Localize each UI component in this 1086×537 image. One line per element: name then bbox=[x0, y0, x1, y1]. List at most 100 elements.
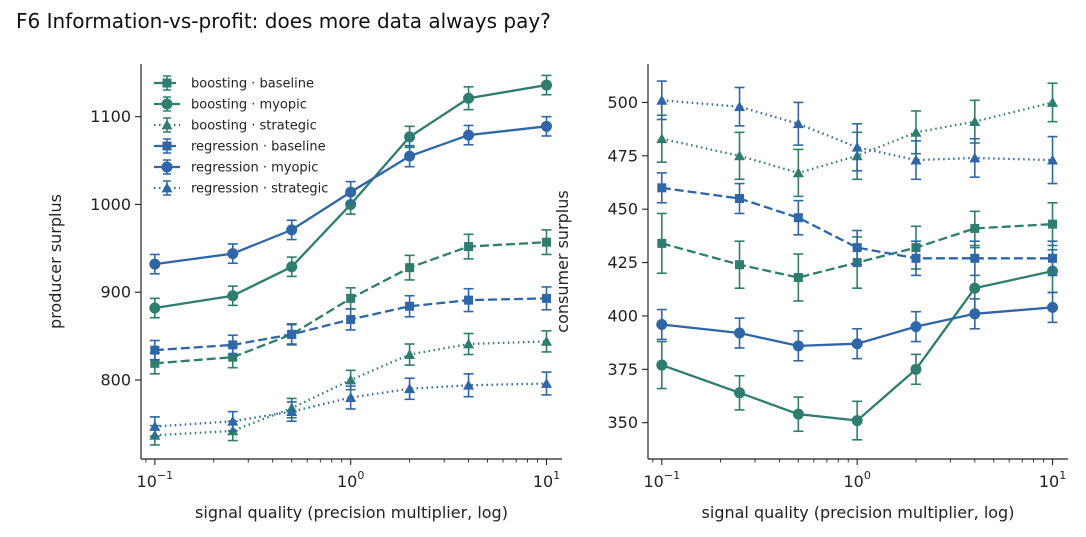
data-point bbox=[1048, 219, 1058, 229]
data-point bbox=[656, 133, 668, 144]
data-point bbox=[228, 352, 238, 362]
data-point bbox=[1047, 96, 1059, 107]
y-tick-label: 375 bbox=[607, 360, 638, 379]
data-point bbox=[463, 129, 475, 141]
y-tick-label: 1100 bbox=[90, 107, 131, 126]
x-tick-label: 100 bbox=[843, 469, 870, 491]
data-point bbox=[910, 154, 922, 165]
data-point bbox=[734, 387, 746, 399]
legend: boosting · baseline boosting · myopic boos… bbox=[154, 75, 328, 197]
data-point bbox=[346, 293, 356, 303]
data-point bbox=[657, 183, 667, 193]
x-tick-label: 10−1 bbox=[644, 469, 681, 491]
x-tick-label: 101 bbox=[1039, 469, 1066, 491]
data-point bbox=[149, 258, 161, 270]
legend-label: boosting · strategic bbox=[191, 119, 317, 134]
data-point bbox=[735, 260, 745, 270]
data-point bbox=[149, 421, 161, 431]
legend-item: regression · baseline bbox=[154, 138, 326, 155]
data-point bbox=[404, 383, 416, 394]
data-point bbox=[851, 338, 863, 350]
data-point bbox=[286, 406, 298, 416]
series-regression-myopic bbox=[149, 115, 552, 275]
data-point bbox=[656, 318, 668, 330]
data-point bbox=[851, 141, 863, 152]
legend-label: regression · baseline bbox=[191, 140, 326, 155]
data-point bbox=[286, 261, 298, 273]
data-point bbox=[464, 295, 474, 305]
y-tick-label: 425 bbox=[607, 253, 638, 272]
y-tick-label: 475 bbox=[607, 146, 638, 165]
y-axis-label: consumer surplus bbox=[553, 190, 572, 332]
legend-label: boosting · myopic bbox=[191, 98, 307, 113]
data-point bbox=[793, 213, 803, 223]
series-regression-baseline bbox=[656, 172, 1058, 277]
data-point bbox=[852, 243, 862, 253]
data-point bbox=[287, 329, 297, 339]
data-point bbox=[404, 131, 416, 143]
data-point bbox=[345, 392, 357, 402]
data-point bbox=[792, 118, 804, 129]
data-point bbox=[541, 237, 551, 247]
data-point bbox=[1048, 253, 1058, 263]
y-tick-label: 450 bbox=[607, 200, 638, 219]
data-point bbox=[346, 314, 356, 324]
data-point bbox=[345, 374, 357, 385]
data-point bbox=[286, 224, 298, 236]
legend-item: regression · strategic bbox=[154, 180, 328, 197]
data-point bbox=[969, 282, 981, 294]
figure-title: F6 Information-vs-profit: does more data… bbox=[16, 9, 551, 33]
series-boosting-baseline bbox=[149, 229, 552, 375]
data-point bbox=[150, 358, 160, 368]
data-point bbox=[793, 273, 803, 283]
data-point bbox=[910, 321, 922, 333]
data-point bbox=[405, 301, 415, 311]
legend-label: regression · myopic bbox=[191, 161, 318, 176]
data-point bbox=[792, 340, 804, 352]
panel-1: 10−1 100 101 800 900 1000 1100 signal quality (… bbox=[46, 64, 562, 522]
data-point bbox=[910, 126, 922, 137]
y-tick-label: 1000 bbox=[90, 195, 131, 214]
legend-marker bbox=[161, 161, 173, 173]
data-point bbox=[734, 101, 746, 112]
series-boosting-strategic bbox=[149, 330, 552, 446]
data-point bbox=[1047, 301, 1059, 313]
data-point bbox=[150, 345, 160, 355]
y-tick-label: 400 bbox=[607, 306, 638, 325]
y-tick-label: 500 bbox=[607, 93, 638, 112]
x-tick-label: 100 bbox=[337, 469, 364, 491]
y-tick-label: 900 bbox=[100, 283, 131, 302]
data-point bbox=[228, 340, 238, 350]
legend-marker bbox=[161, 119, 173, 130]
x-axis-label: signal quality (precision multiplier, lo… bbox=[702, 503, 1015, 522]
data-point bbox=[463, 338, 475, 349]
data-point bbox=[792, 408, 804, 420]
data-point bbox=[540, 335, 552, 346]
legend-marker bbox=[162, 141, 172, 151]
data-point bbox=[910, 363, 922, 375]
panel-2: 10−1 100 101 350 375 400 425 450 475 500 signal qu… bbox=[553, 64, 1068, 522]
data-point bbox=[792, 167, 804, 178]
x-axis-label: signal quality (precision multiplier, lo… bbox=[195, 503, 508, 522]
legend-item: boosting · baseline bbox=[154, 75, 314, 92]
data-point bbox=[969, 308, 981, 320]
series-regression-baseline bbox=[149, 286, 552, 361]
y-tick-label: 800 bbox=[100, 371, 131, 390]
data-point bbox=[735, 194, 745, 204]
data-point bbox=[970, 223, 980, 233]
data-point bbox=[404, 150, 416, 162]
y-axis-label: producer surplus bbox=[46, 194, 65, 329]
legend-marker bbox=[161, 182, 173, 193]
data-point bbox=[405, 263, 415, 273]
series-regression-myopic bbox=[656, 291, 1059, 362]
legend-marker bbox=[162, 78, 172, 88]
legend-label: boosting · baseline bbox=[191, 77, 314, 92]
data-point bbox=[734, 327, 746, 339]
x-tick-label: 101 bbox=[533, 469, 560, 491]
data-point bbox=[656, 94, 668, 105]
data-point bbox=[970, 253, 980, 263]
data-point bbox=[227, 290, 239, 302]
data-point bbox=[657, 238, 667, 248]
data-point bbox=[540, 120, 552, 132]
